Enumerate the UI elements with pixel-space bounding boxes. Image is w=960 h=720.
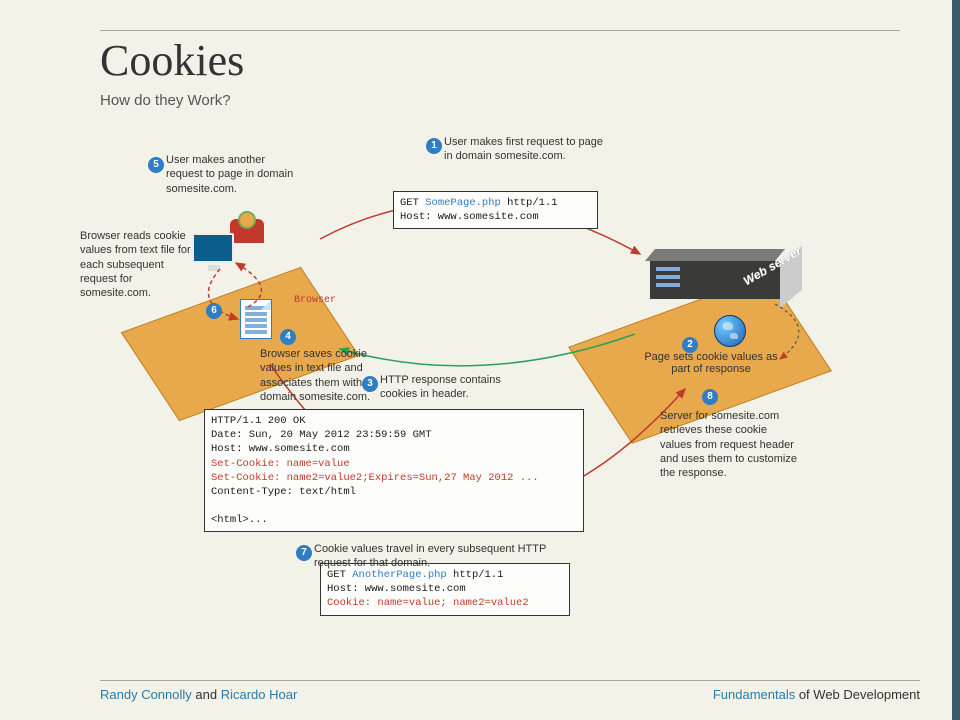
step-badge-8: 8 <box>702 389 718 405</box>
footer-author-1: Randy Connolly <box>100 687 192 702</box>
footer-author-2: Ricardo Hoar <box>221 687 298 702</box>
caption-1: User makes first request to page in doma… <box>444 135 614 164</box>
footer-join: and <box>192 687 221 702</box>
page-subtitle: How do they Work? <box>100 92 900 109</box>
footer: Randy Connolly and Ricardo Hoar Fundamen… <box>100 680 920 702</box>
caption-4: Browser saves cookie values in text file… <box>260 347 400 404</box>
caption-3: HTTP response contains cookies in header… <box>380 373 540 402</box>
globe-icon <box>714 315 746 347</box>
cookie-diagram: Browser Web server 1 2 3 4 5 6 7 8 User … <box>80 129 880 639</box>
codebox-request-1: GET SomePage.php http/1.1 Host: www.some… <box>393 191 598 229</box>
step-badge-6: 6 <box>206 303 222 319</box>
step-badge-5: 5 <box>148 157 164 173</box>
footer-right-rest: of Web Development <box>795 687 920 702</box>
step-badge-7: 7 <box>296 545 312 561</box>
codebox-request-2: GET AnotherPage.php http/1.1 Host: www.s… <box>320 563 570 616</box>
step-badge-2: 2 <box>682 337 698 353</box>
browser-label: Browser <box>294 295 336 306</box>
footer-right-accent: Fundamentals <box>713 687 795 702</box>
codebox-response: HTTP/1.1 200 OK Date: Sun, 20 May 2012 2… <box>204 409 584 532</box>
page-title: Cookies <box>100 35 900 86</box>
caption-2: Page sets cookie values as part of respo… <box>636 351 786 375</box>
step-badge-1: 1 <box>426 138 442 154</box>
user-icon <box>230 219 264 243</box>
caption-7: Cookie values travel in every subsequent… <box>314 542 574 571</box>
caption-5: User makes another request to page in do… <box>166 153 296 196</box>
caption-8: Server for somesite.com retrieves these … <box>660 409 800 480</box>
step-badge-4: 4 <box>280 329 296 345</box>
caption-6: Browser reads cookie values from text fi… <box>80 229 200 300</box>
document-icon <box>240 299 272 339</box>
